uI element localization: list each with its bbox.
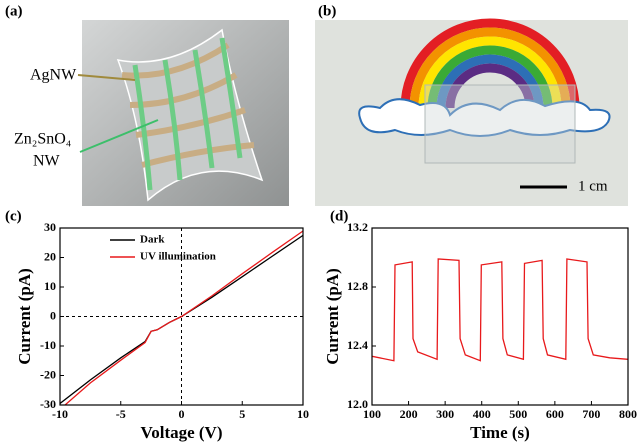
illustration <box>78 20 289 206</box>
y-axis-label: Current (pA) <box>15 268 34 364</box>
panel-label: (d) <box>330 208 348 224</box>
panel-label: (c) <box>5 208 22 224</box>
x-tick-label: 10 <box>297 407 309 421</box>
x-axis-label: Time (s) <box>470 423 530 442</box>
legend-label: UV illumination <box>140 251 216 263</box>
x-tick-label: 400 <box>473 407 491 421</box>
y-tick-label: 12.8 <box>347 279 368 293</box>
plot-frame <box>372 228 628 405</box>
x-tick-label: 5 <box>239 407 245 421</box>
series-line <box>372 259 628 361</box>
annotation: NW <box>33 153 61 170</box>
x-tick-label: 300 <box>436 407 454 421</box>
y-tick-label: 30 <box>44 220 56 234</box>
y-tick-label: 0 <box>50 308 56 322</box>
scale-label: 1 cm <box>578 178 608 194</box>
x-tick-label: -5 <box>116 407 126 421</box>
x-tick-label: 700 <box>582 407 600 421</box>
y-axis-label: Current (pA) <box>323 268 342 364</box>
x-tick-label: 200 <box>400 407 418 421</box>
x-tick-label: 0 <box>179 407 185 421</box>
legend-label: Dark <box>140 234 165 246</box>
annotation: Zn₂SnO₄ <box>14 131 72 148</box>
x-axis-label: Voltage (V) <box>141 423 223 442</box>
x-tick-label: 500 <box>509 407 527 421</box>
x-tick-label: -10 <box>52 407 68 421</box>
x-tick-label: 800 <box>619 407 637 421</box>
panel-label: (a) <box>5 3 23 19</box>
y-tick-label: 20 <box>44 249 56 263</box>
x-tick-label: 600 <box>546 407 564 421</box>
y-tick-label: 12.4 <box>347 338 368 352</box>
annotation: AgNW <box>30 67 77 84</box>
figure: (a) (b) (c) (d) AgNW Zn₂SnO₄ NW 1 cm -30… <box>0 0 638 443</box>
panel-label: (b) <box>318 3 336 19</box>
y-tick-label: -10 <box>40 338 56 352</box>
y-tick-label: -20 <box>40 367 56 381</box>
y-tick-label: 13.2 <box>347 220 368 234</box>
x-tick-label: 100 <box>363 407 381 421</box>
y-tick-label: 10 <box>44 279 56 293</box>
